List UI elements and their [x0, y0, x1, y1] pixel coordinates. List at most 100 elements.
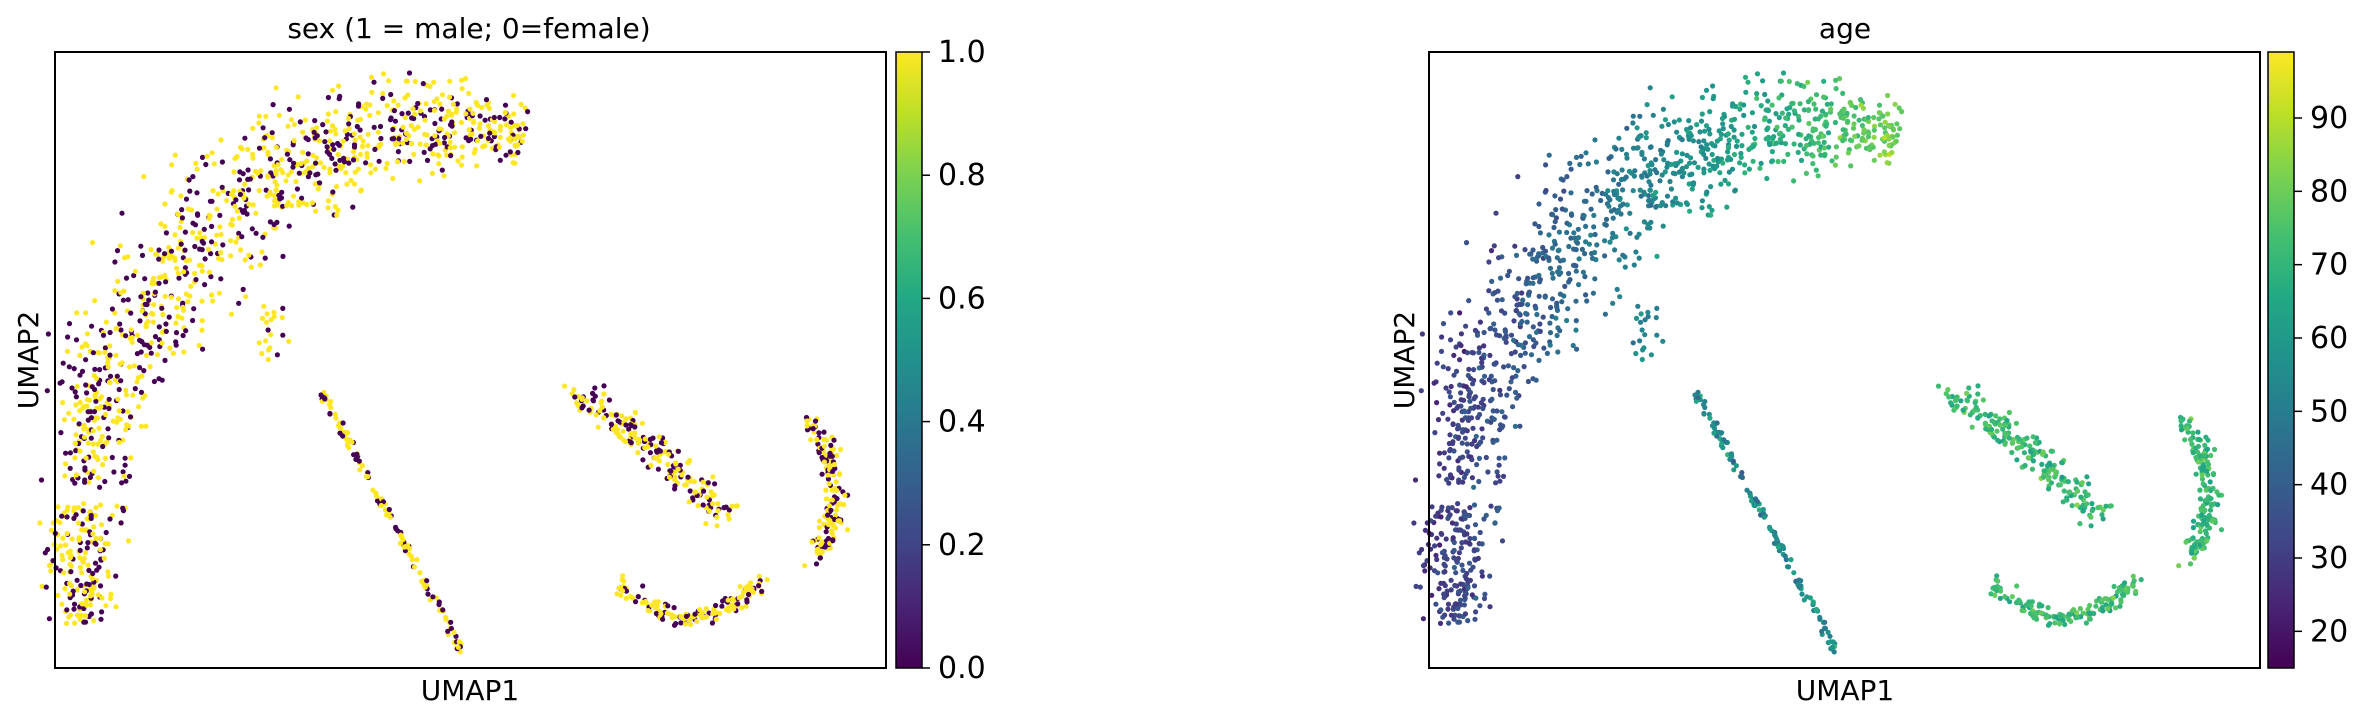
scatter-point — [1489, 278, 1495, 284]
scatter-point — [1480, 396, 1486, 402]
scatter-point — [1456, 467, 1462, 473]
scatter-point — [84, 331, 90, 337]
scatter-point — [1555, 269, 1561, 275]
scatter-point — [1997, 595, 2003, 602]
scatter-point — [1650, 192, 1656, 198]
scatter-point — [507, 135, 513, 141]
scatter-point — [138, 294, 144, 300]
scatter-point — [2200, 503, 2206, 509]
scatter-point — [1877, 152, 1883, 158]
scatter-point — [363, 106, 369, 112]
scatter-point — [115, 278, 121, 284]
scatter-point — [313, 208, 319, 214]
scatter-point — [1701, 166, 1707, 172]
scatter-point — [276, 112, 282, 118]
scatter-point — [327, 138, 333, 144]
scatter-point — [233, 197, 239, 203]
scatter-point — [1649, 162, 1655, 168]
scatter-point — [1566, 243, 1572, 250]
scatter-point — [156, 324, 162, 330]
scatter-point — [1766, 140, 1772, 146]
scatter-point — [440, 607, 446, 613]
scatter-point — [2201, 518, 2207, 524]
scatter-point — [2042, 468, 2048, 474]
scatter-point — [192, 243, 198, 250]
scatter-point — [1964, 398, 1971, 404]
scatter-point — [219, 184, 225, 190]
scatter-point — [334, 212, 340, 218]
scatter-point — [88, 435, 94, 441]
scatter-point — [1513, 252, 1520, 258]
scatter-point — [836, 471, 843, 477]
scatter-point — [471, 150, 477, 156]
scatter-point — [1506, 268, 1512, 274]
scatter-point — [241, 195, 247, 201]
scatter-point — [1533, 340, 1539, 346]
scatter-point — [1851, 121, 1857, 127]
scatter-point — [84, 342, 90, 349]
scatter-point — [46, 563, 53, 569]
scatter-point — [182, 247, 188, 253]
scatter-point — [1653, 157, 1659, 163]
scatter-point — [1541, 345, 1547, 351]
scatter-point — [107, 352, 113, 358]
scatter-point — [211, 161, 217, 167]
scatter-point — [1851, 113, 1857, 119]
scatter-point — [704, 494, 710, 500]
scatter-point — [284, 151, 290, 157]
scatter-point — [1438, 514, 1444, 520]
scatter-point — [1527, 251, 1533, 257]
scatter-point — [163, 321, 169, 327]
scatter-point — [1648, 202, 1654, 208]
scatter-point — [123, 275, 130, 281]
scatter-point — [1673, 195, 1679, 201]
scatter-point — [336, 142, 342, 148]
scatter-point — [825, 476, 832, 482]
scatter-point — [1530, 280, 1536, 286]
scatter-point — [436, 161, 442, 167]
scatter-point — [105, 360, 111, 366]
scatter-point — [79, 368, 86, 374]
scatter-point — [816, 450, 822, 456]
scatter-point — [103, 529, 109, 536]
scatter-point — [262, 135, 268, 141]
scatter-point — [1691, 160, 1698, 166]
scatter-point — [294, 186, 300, 192]
scatter-point — [59, 601, 65, 607]
scatter-point — [1752, 502, 1758, 509]
scatter-point — [210, 298, 216, 304]
scatter-point — [1583, 239, 1589, 245]
scatter-point — [512, 136, 518, 142]
scatter-point — [1746, 166, 1752, 172]
scatter-point — [1556, 265, 1562, 271]
scatter-point — [73, 337, 80, 343]
scatter-point — [658, 611, 664, 617]
scatter-point — [106, 405, 112, 412]
scatter-point — [1732, 188, 1738, 194]
scatter-point — [621, 578, 627, 584]
scatter-point — [351, 144, 358, 150]
scatter-point — [272, 193, 278, 199]
scatter-point — [1745, 79, 1751, 85]
scatter-point — [271, 221, 277, 228]
scatter-point — [835, 518, 841, 524]
scatter-point — [1623, 226, 1629, 232]
scatter-point — [459, 154, 465, 160]
scatter-point — [2002, 440, 2008, 446]
scatter-point — [1772, 532, 1778, 538]
scatter-point — [1960, 407, 1966, 413]
scatter-point — [432, 133, 438, 139]
scatter-point — [289, 203, 295, 209]
scatter-point — [2204, 468, 2210, 474]
scatter-point — [228, 238, 234, 244]
scatter-point — [82, 550, 88, 556]
scatter-point — [1530, 324, 1536, 330]
scatter-point — [671, 476, 678, 483]
scatter-point — [1568, 166, 1574, 172]
scatter-point — [466, 127, 472, 133]
scatter-point — [341, 155, 347, 161]
scatter-point — [1530, 247, 1536, 253]
scatter-point — [1510, 404, 1516, 410]
scatter-point — [200, 240, 207, 246]
scatter-point — [61, 570, 67, 576]
